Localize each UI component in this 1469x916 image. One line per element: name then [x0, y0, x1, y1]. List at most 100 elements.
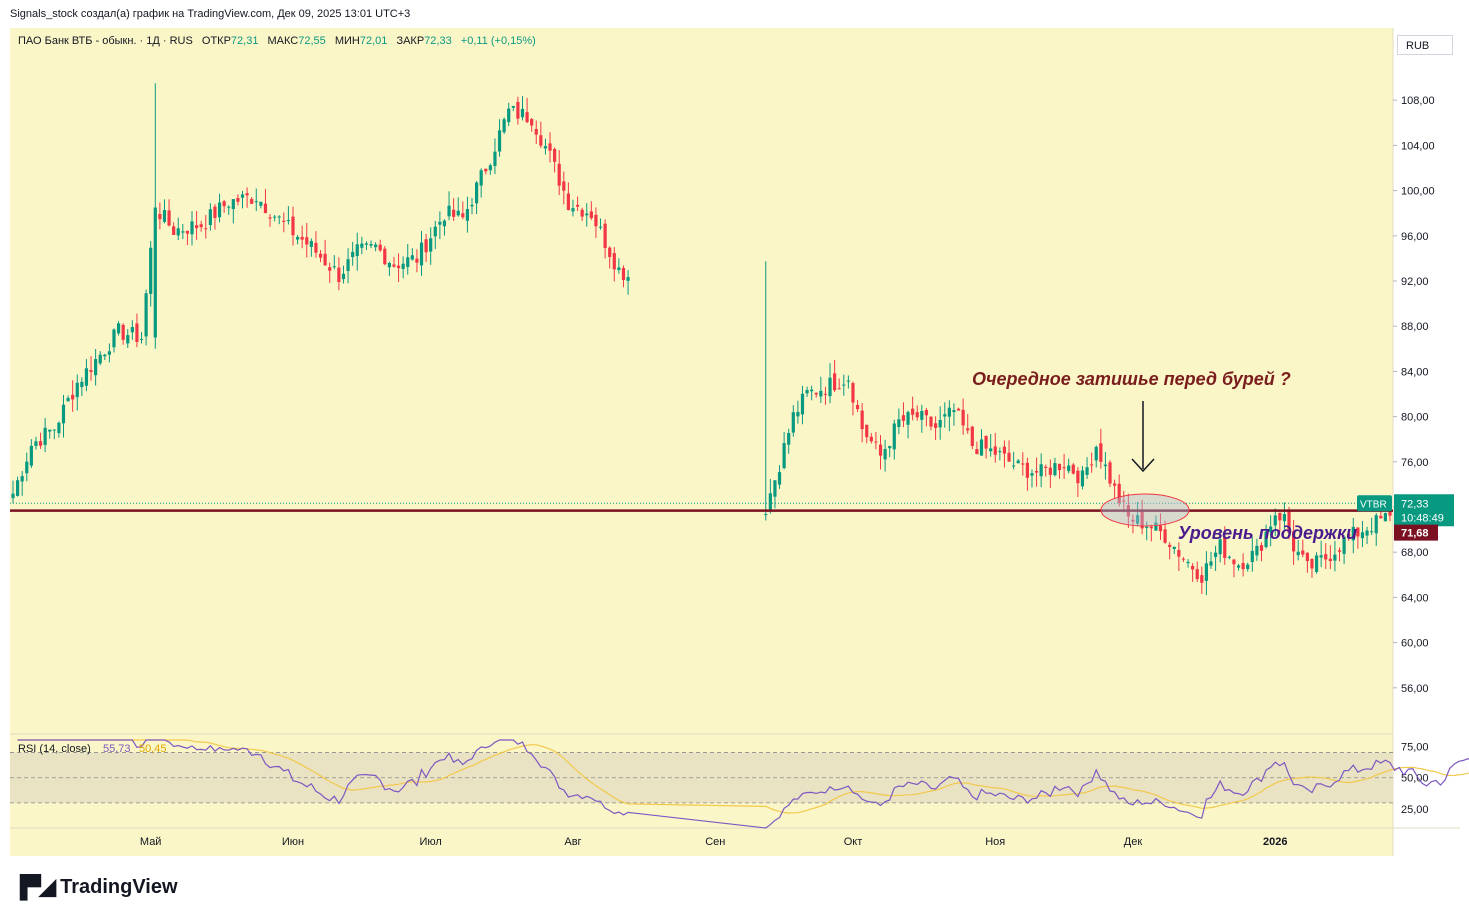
- candle-body: [1264, 531, 1268, 547]
- candle-body: [75, 382, 79, 398]
- candle-body: [383, 248, 387, 265]
- candle-body: [176, 228, 180, 236]
- annotation-support: Уровень поддержки: [1178, 523, 1358, 543]
- candle-body: [130, 327, 134, 333]
- candle-body: [1122, 500, 1126, 502]
- candle-body: [901, 415, 906, 421]
- candle-body: [837, 388, 841, 390]
- candle-body: [1002, 446, 1007, 454]
- candle-body: [1057, 463, 1062, 471]
- close-value: 72,33: [424, 35, 452, 47]
- candle-body: [1195, 569, 1199, 580]
- tv-logo-icon: ▐▀◢: [12, 874, 56, 899]
- candle-body: [162, 210, 167, 222]
- candle-body: [442, 220, 447, 227]
- candle-body: [419, 242, 424, 266]
- chart-area[interactable]: [10, 28, 1460, 856]
- change-value: +0,11 (+0,15%): [460, 35, 536, 47]
- candle-body: [1278, 512, 1282, 521]
- candle-body: [158, 213, 162, 220]
- rsi-band: [10, 752, 1393, 803]
- candle-body: [433, 226, 437, 237]
- candle-body: [309, 240, 313, 247]
- candle-body: [61, 404, 66, 424]
- candle-body: [1016, 460, 1020, 464]
- rsi-ma-value: 50,45: [139, 743, 167, 755]
- candle-body: [396, 265, 401, 269]
- candle-body: [144, 293, 148, 337]
- open-label: ОТКР: [201, 35, 231, 47]
- candle-body: [539, 135, 543, 146]
- candle-body: [139, 338, 144, 340]
- candle-body: [456, 210, 460, 216]
- candle-body: [1319, 555, 1323, 558]
- time-tick-label: Июл: [420, 836, 442, 848]
- candle-body: [562, 181, 566, 191]
- candle-body: [355, 244, 359, 257]
- candle-body: [369, 244, 373, 246]
- candle-body: [282, 220, 286, 222]
- candle-body: [227, 206, 231, 208]
- candle-body: [263, 203, 268, 214]
- candle-body: [1103, 464, 1108, 467]
- candle-body: [1342, 536, 1346, 554]
- high-value: 72,55: [298, 35, 326, 47]
- candle-body: [103, 354, 107, 357]
- candle-body: [135, 323, 139, 342]
- candle-body: [323, 253, 327, 266]
- candle-body: [1163, 529, 1167, 543]
- candle-body: [1269, 526, 1273, 533]
- candle-body: [438, 221, 442, 225]
- candle-body: [1149, 526, 1153, 529]
- candle-body: [318, 253, 323, 258]
- candle-body: [199, 224, 203, 228]
- rsi-tick-label: 75,00: [1401, 741, 1429, 753]
- candle-body: [800, 393, 805, 415]
- time-tick-label: Ноя: [985, 836, 1005, 848]
- rsi-tick-label: 50,00: [1401, 773, 1429, 785]
- candle-body: [149, 247, 153, 294]
- candle-body: [48, 429, 52, 432]
- candle-body: [961, 409, 965, 426]
- candle-body: [217, 202, 222, 218]
- tv-logo-text: TradingView: [60, 875, 178, 898]
- candle-body: [621, 267, 626, 281]
- candle-body: [915, 412, 919, 418]
- candle-body: [126, 335, 130, 344]
- annotation-question: Очередное затишье перед бурей ?: [972, 369, 1291, 389]
- candle-body: [947, 407, 951, 417]
- close-label: ЗАКР: [396, 35, 425, 47]
- currency-selector[interactable]: RUB: [1397, 35, 1453, 55]
- candle-body: [1324, 554, 1328, 560]
- candle-body: [1071, 464, 1075, 474]
- candle-body: [897, 419, 901, 427]
- candle-body: [938, 419, 942, 428]
- candles-group: [11, 83, 1392, 596]
- candle-body: [993, 446, 997, 455]
- candle-body: [245, 193, 249, 196]
- candle-body: [777, 472, 782, 485]
- price-axis-panel: [1393, 28, 1460, 856]
- candle-body: [1360, 532, 1365, 539]
- candle-body: [865, 424, 869, 438]
- candle-body: [314, 242, 318, 253]
- candle-body: [530, 119, 534, 126]
- candle-body: [479, 170, 483, 186]
- candle-body: [1181, 558, 1186, 560]
- candle-body: [1301, 550, 1305, 555]
- candle-body: [1282, 514, 1287, 522]
- candle-body: [984, 435, 988, 449]
- candle-body: [1140, 511, 1144, 529]
- down-arrow-head: [1131, 458, 1155, 473]
- candle-body: [1039, 464, 1043, 477]
- candle-body: [1204, 563, 1208, 581]
- candle-body: [1168, 544, 1172, 547]
- candle-body: [410, 255, 414, 260]
- candle-body: [566, 193, 570, 210]
- price-tick-label: 60,00: [1401, 638, 1429, 650]
- candle-body: [855, 405, 860, 410]
- candle-body: [970, 426, 974, 446]
- tradingview-logo[interactable]: ▐▀◢ TradingView: [12, 874, 178, 900]
- candle-body: [89, 370, 93, 372]
